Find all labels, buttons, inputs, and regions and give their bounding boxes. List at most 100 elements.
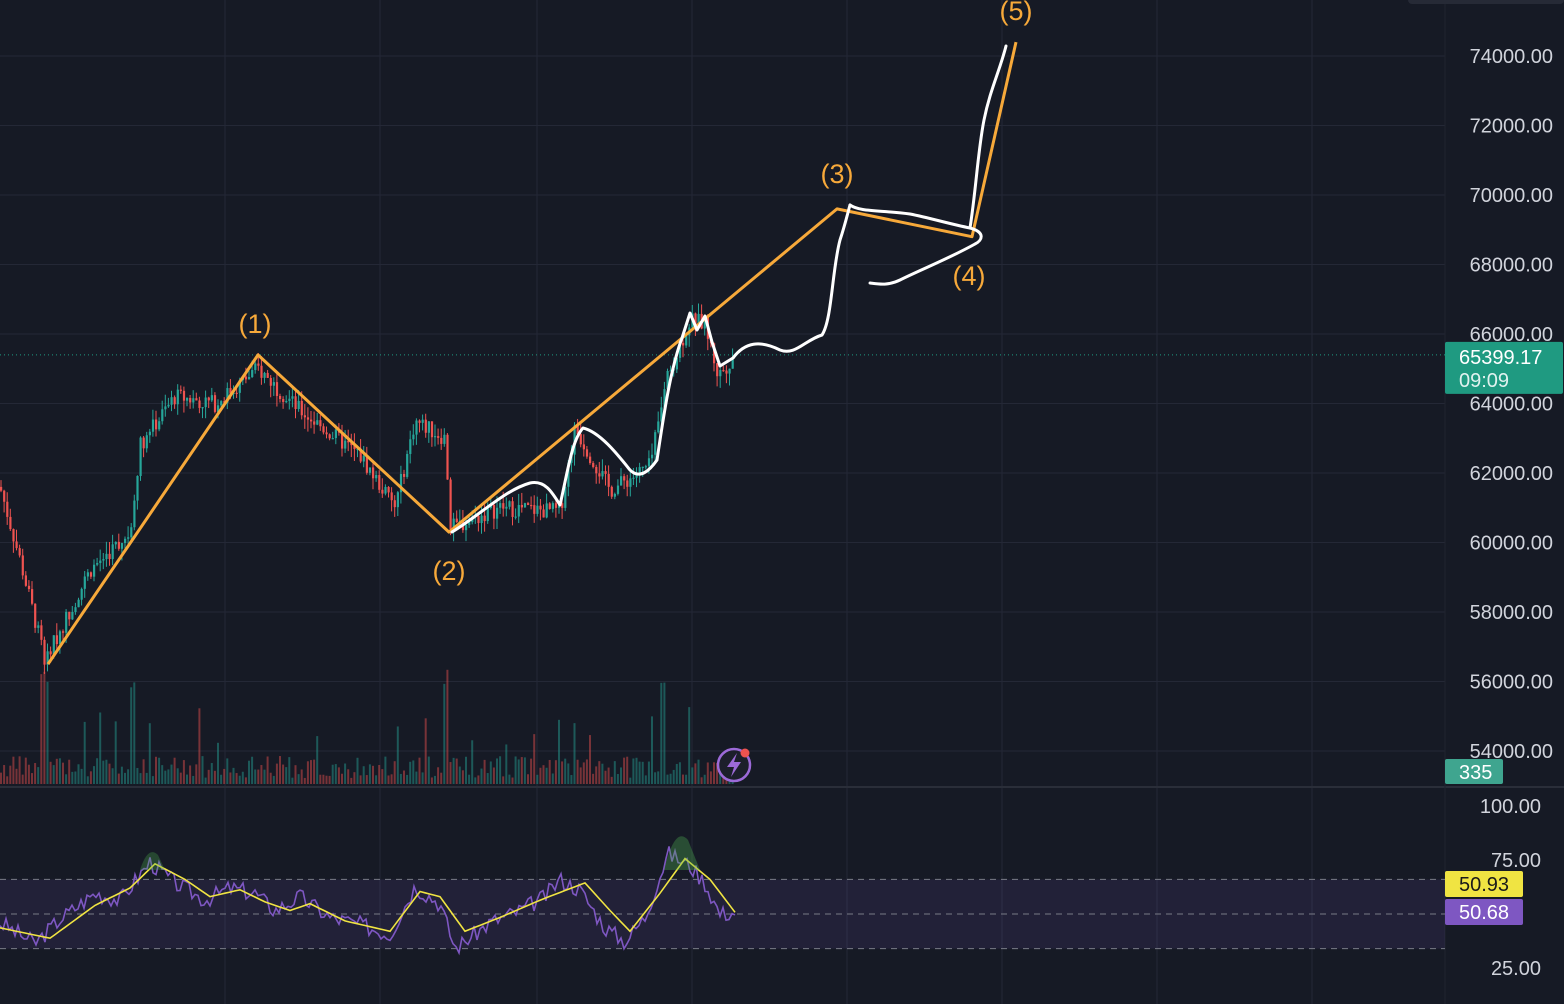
lightning-alert-icon[interactable] — [716, 747, 752, 783]
volume-bar — [161, 765, 164, 784]
volume-bar — [136, 767, 139, 784]
rsi-overbought-fill — [664, 836, 700, 870]
candle-body — [626, 480, 629, 487]
price-axis-label: 68000.00 — [1470, 255, 1553, 277]
volume-bar — [598, 761, 601, 784]
volume-bar — [232, 767, 235, 784]
candle-body — [520, 504, 523, 508]
candle-body — [217, 405, 220, 412]
volume-bar — [241, 771, 244, 784]
candle-body — [393, 500, 396, 508]
volume-bar — [306, 761, 309, 784]
volume-bar — [393, 761, 396, 784]
wave-label-2: (2) — [433, 556, 466, 586]
candle-body — [387, 486, 390, 493]
candle-body — [108, 553, 111, 560]
price-axis[interactable]: 74000.00 72000.00 70000.00 68000.00 66000.00… — [1445, 46, 1563, 980]
candle-body — [31, 589, 34, 604]
volume-bar — [288, 757, 291, 784]
elliott-wave-line[interactable] — [46, 41, 1018, 665]
volume-bar — [207, 769, 210, 784]
volume-bar — [533, 734, 536, 784]
candle-body — [486, 507, 489, 522]
candle-body — [427, 421, 430, 433]
last-price-tag[interactable] — [1445, 341, 1563, 394]
volume-bar — [520, 757, 523, 784]
volume-bar — [403, 770, 405, 784]
volume-bar — [427, 756, 430, 784]
candle-body — [55, 635, 58, 645]
projection-stroke[interactable] — [848, 203, 983, 286]
alert-icon-group[interactable] — [716, 747, 752, 783]
candle-body — [313, 421, 316, 425]
candle-body — [669, 370, 672, 372]
candle-body — [592, 462, 595, 467]
volume-tag[interactable] — [1445, 759, 1503, 784]
volume-bar — [706, 762, 709, 784]
volume-bar — [709, 771, 712, 784]
candle-body — [12, 529, 15, 542]
volume-bar — [489, 761, 492, 784]
candle-body — [316, 420, 319, 425]
candle-body — [406, 453, 409, 477]
candle-body — [527, 503, 530, 505]
candle-body — [347, 440, 350, 443]
volume-bar — [257, 769, 260, 784]
volume-bar — [213, 770, 216, 784]
volume-bar — [15, 768, 18, 784]
volume-bar — [638, 761, 641, 784]
projection-stroke[interactable] — [450, 336, 684, 534]
candle-body — [585, 449, 589, 457]
volume-bar — [319, 774, 322, 784]
volume-bar — [610, 776, 613, 784]
toolbar-stub[interactable] — [1408, 0, 1564, 4]
candle-body — [161, 409, 164, 422]
volume-bar — [173, 757, 176, 784]
volume-bar — [620, 767, 622, 784]
price-axis-label: 74000.00 — [1470, 46, 1553, 68]
candle-body — [158, 421, 161, 430]
candle-body — [437, 436, 440, 438]
candle-body — [635, 475, 638, 478]
projection-stroke[interactable] — [731, 203, 852, 360]
volume-bar — [434, 775, 436, 784]
volume-bar — [96, 758, 99, 784]
volume-bar — [585, 759, 588, 784]
volume-bar — [573, 723, 576, 784]
volume-bar — [220, 774, 223, 784]
price-axis-label: 56000.00 — [1470, 672, 1553, 694]
candle-body — [449, 479, 452, 530]
volume-bar — [34, 763, 37, 784]
last-price-value: 65399.17 — [1459, 347, 1542, 369]
candle-body — [341, 432, 344, 449]
candle-body — [148, 431, 151, 436]
projection-stroke[interactable] — [968, 44, 1008, 230]
volume-bar — [316, 736, 319, 784]
volume-bar — [55, 758, 58, 784]
volume-bar — [9, 765, 12, 784]
candle-body — [111, 544, 114, 560]
rsi-tag[interactable] — [1445, 899, 1523, 925]
candle-body — [220, 401, 223, 406]
candle-body — [139, 437, 142, 476]
candle-body — [381, 489, 384, 494]
volume-bar — [170, 764, 173, 784]
projection-stroke[interactable] — [680, 311, 735, 368]
candle-body — [418, 420, 421, 423]
candle-body — [372, 467, 375, 479]
volume-bar — [511, 777, 514, 784]
candle-body — [607, 473, 610, 487]
volume-bar — [133, 682, 136, 784]
rsi-overbought-fill — [140, 852, 165, 870]
candle-body — [579, 434, 582, 445]
candle-body — [703, 316, 706, 329]
volume-bar — [455, 758, 458, 784]
volume-bar — [616, 774, 619, 784]
candle-body — [663, 389, 666, 408]
volume-bar — [542, 765, 545, 784]
candle-body — [660, 407, 663, 422]
drawing-annotations[interactable]: (1) (2) (3) (4) (5) — [46, 0, 1033, 665]
rsi-ma-tag[interactable] — [1445, 871, 1523, 897]
volume-bar — [365, 775, 368, 784]
